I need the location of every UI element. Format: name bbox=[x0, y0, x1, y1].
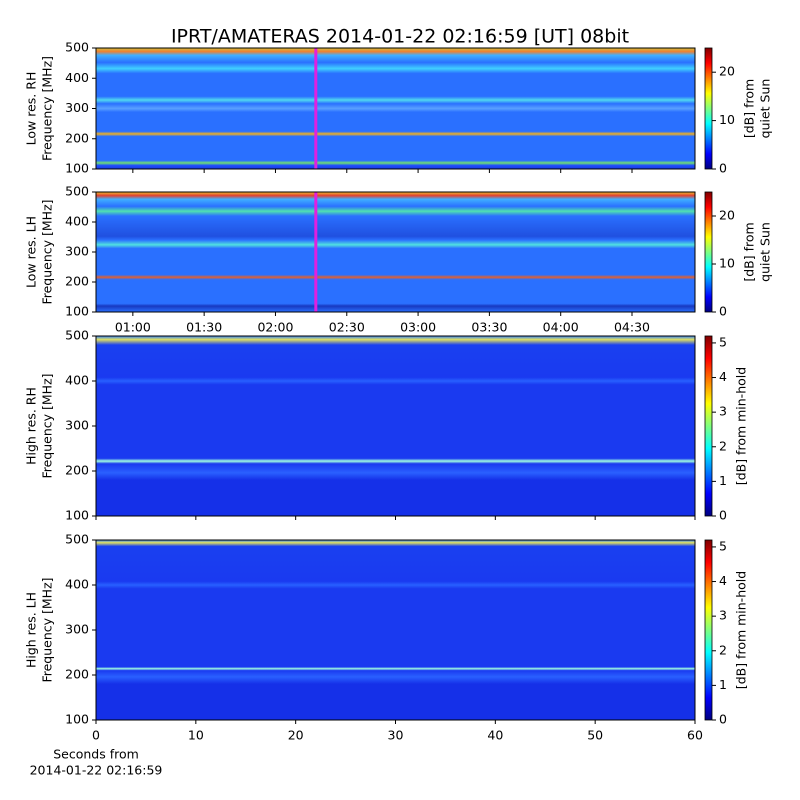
x-tick-label: 03:30 bbox=[471, 320, 507, 335]
y-tick-label: 400 bbox=[65, 373, 89, 388]
colorbar-tick-label: 3 bbox=[719, 608, 727, 623]
y-axis-label: Frequency [MHz] bbox=[40, 199, 55, 304]
x-tick-label: 02:30 bbox=[329, 320, 365, 335]
y-tick-label: 100 bbox=[65, 508, 89, 523]
colorbar-tick-label: 1 bbox=[719, 473, 727, 488]
x-axis-label: 2014-01-22 02:16:59 bbox=[30, 763, 163, 778]
y-tick-label: 400 bbox=[65, 214, 89, 229]
colorbar-label: [dB] from bbox=[742, 79, 757, 138]
colorbar-tick-label: 5 bbox=[719, 334, 727, 349]
colorbar-tick-label: 0 bbox=[719, 712, 727, 727]
colorbar bbox=[704, 47, 713, 170]
colorbar-tick-label: 0 bbox=[719, 304, 727, 319]
colorbar-tick-label: 10 bbox=[719, 256, 735, 271]
y-tick-label: 100 bbox=[65, 304, 89, 319]
y-tick-label: 500 bbox=[65, 328, 89, 343]
x-tick-label: 50 bbox=[587, 728, 603, 743]
colorbar-tick-label: 10 bbox=[719, 112, 735, 127]
y-axis-label: High res. RH bbox=[24, 387, 39, 465]
x-tick-label: 01:00 bbox=[115, 320, 151, 335]
colorbar-label: quiet Sun bbox=[758, 79, 773, 139]
y-tick-label: 400 bbox=[65, 577, 89, 592]
y-tick-label: 400 bbox=[65, 70, 89, 85]
colorbar-tick-label: 20 bbox=[719, 208, 735, 223]
colorbar-tick-label: 0 bbox=[719, 508, 727, 523]
y-tick-label: 300 bbox=[65, 100, 89, 115]
x-tick-label: 0 bbox=[92, 728, 100, 743]
y-tick-label: 200 bbox=[65, 463, 89, 478]
y-tick-label: 300 bbox=[65, 622, 89, 637]
colorbar-label: [dB] from bbox=[742, 222, 757, 281]
y-tick-label: 500 bbox=[65, 532, 89, 547]
y-axis-label: Frequency [MHz] bbox=[40, 373, 55, 478]
x-tick-label: 03:00 bbox=[400, 320, 436, 335]
colorbar-label: [dB] from min-hold bbox=[734, 367, 749, 485]
y-tick-label: 300 bbox=[65, 244, 89, 259]
colorbar-label: [dB] from min-hold bbox=[734, 571, 749, 689]
colorbar-label: quiet Sun bbox=[758, 222, 773, 282]
y-tick-label: 500 bbox=[65, 184, 89, 199]
x-tick-label: 20 bbox=[288, 728, 304, 743]
x-tick-label: 40 bbox=[487, 728, 503, 743]
x-tick-label: 02:00 bbox=[257, 320, 293, 335]
x-tick-label: 04:00 bbox=[543, 320, 579, 335]
y-tick-label: 200 bbox=[65, 667, 89, 682]
x-tick-label: 04:30 bbox=[614, 320, 650, 335]
colorbar-tick-label: 2 bbox=[719, 642, 727, 657]
colorbar-tick-label: 1 bbox=[719, 677, 727, 692]
colorbar-tick-label: 20 bbox=[719, 64, 735, 79]
y-axis-label: Frequency [MHz] bbox=[40, 577, 55, 682]
x-axis-label: Seconds from bbox=[53, 747, 139, 762]
colorbar-tick-label: 0 bbox=[719, 161, 727, 176]
x-tick-label: 01:30 bbox=[186, 320, 222, 335]
spectrogram bbox=[96, 192, 695, 312]
figure-title: IPRT/AMATERAS 2014-01-22 02:16:59 [UT] 0… bbox=[171, 26, 629, 48]
y-axis-label: High res. LH bbox=[24, 592, 39, 668]
colorbar bbox=[704, 335, 713, 517]
y-tick-label: 200 bbox=[65, 274, 89, 289]
y-axis-label: Low res. LH bbox=[24, 216, 39, 288]
y-tick-label: 500 bbox=[65, 40, 89, 55]
x-tick-label: 10 bbox=[188, 728, 204, 743]
spectrogram bbox=[96, 48, 695, 169]
spectrogram bbox=[96, 540, 695, 720]
colorbar-tick-label: 4 bbox=[719, 573, 727, 588]
y-tick-label: 100 bbox=[65, 712, 89, 727]
y-axis-label: Low res. RH bbox=[24, 72, 39, 146]
y-tick-label: 200 bbox=[65, 130, 89, 145]
colorbar-tick-label: 2 bbox=[719, 438, 727, 453]
x-tick-label: 30 bbox=[388, 728, 404, 743]
spectrogram bbox=[96, 336, 695, 516]
colorbar bbox=[704, 191, 713, 313]
colorbar-tick-label: 5 bbox=[719, 538, 727, 553]
y-tick-label: 300 bbox=[65, 418, 89, 433]
colorbar-tick-label: 4 bbox=[719, 369, 727, 384]
y-tick-label: 100 bbox=[65, 161, 89, 176]
x-tick-label: 60 bbox=[687, 728, 703, 743]
colorbar bbox=[704, 539, 713, 721]
colorbar-tick-label: 3 bbox=[719, 404, 727, 419]
y-axis-label: Frequency [MHz] bbox=[40, 56, 55, 161]
